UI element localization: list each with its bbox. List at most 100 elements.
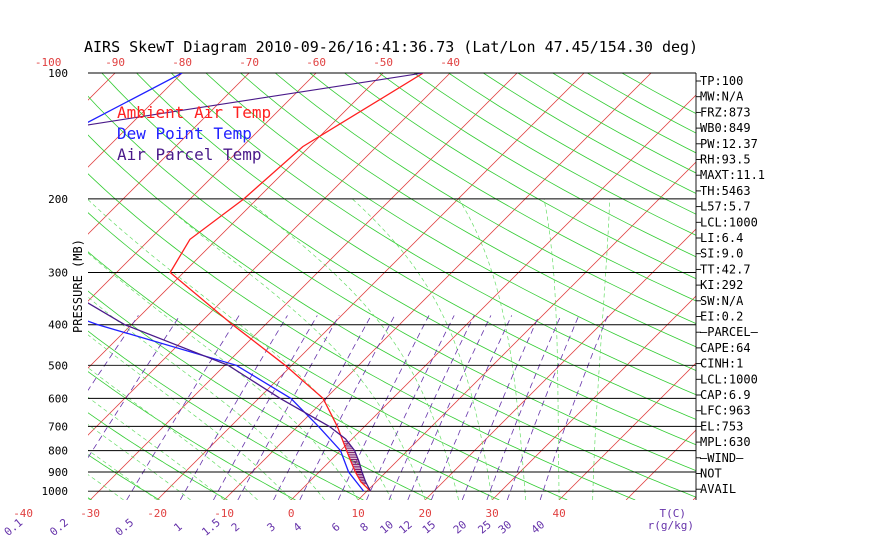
dry-adiabat-line: [88, 134, 696, 498]
pressure-tick-label: 500: [48, 359, 68, 372]
mixing-ratio-line: [299, 315, 396, 500]
index-label: LCL:1000: [700, 215, 758, 229]
pressure-tick-label: 800: [48, 445, 68, 458]
bottom-temp-tick-label: -30: [80, 507, 100, 520]
pressure-tick-label: 200: [48, 193, 68, 206]
mixing-ratio-label: 10: [377, 518, 396, 536]
moist-adiabat-line: [88, 367, 258, 500]
pressure-tick-label: 600: [48, 392, 68, 405]
mixing-ratio-label: 0.2: [47, 516, 71, 539]
mixing-ratio-label: 2: [229, 520, 242, 534]
mixing-ratio-label: 30: [496, 518, 515, 536]
isotherm-line: [424, 228, 696, 500]
dry-adiabat-line: [88, 412, 228, 500]
dry-adiabat-line: [88, 454, 160, 500]
moist-adiabat-line: [88, 498, 91, 500]
legend: Ambient Air Temp Dew Point Temp Air Parcel…: [117, 103, 271, 164]
mixing-ratio-line: [407, 315, 492, 500]
mixing-ratio-label: 6: [329, 520, 342, 534]
index-label: LFC:963: [700, 404, 751, 418]
mixing-ratio-line: [539, 315, 609, 500]
temp-unit-label: T(C): [660, 507, 687, 520]
dew-point-temp-line: [88, 73, 365, 492]
dry-adiabat-line: [483, 73, 696, 194]
index-label: PW:12.37: [700, 137, 758, 151]
index-label: SI:9.0: [700, 247, 743, 261]
pressure-tick-label: 100: [48, 67, 68, 80]
mixing-ratio-line: [179, 315, 288, 500]
top-temp-tick-label: -60: [306, 56, 326, 69]
index-label: TP:100: [700, 74, 743, 88]
dry-adiabat-line: [88, 95, 696, 472]
isotherm-line: [88, 73, 116, 101]
legend-entry: Dew Point Temp: [117, 124, 252, 143]
index-label: CINH:1: [700, 357, 743, 371]
index-label: WB0:849: [700, 121, 751, 135]
moist-adiabat-line: [88, 449, 158, 500]
mixing-ratio-label: 20: [451, 518, 470, 536]
mixing-ratio-label: 3: [265, 520, 278, 534]
mixing-ratio-label: 0.5: [113, 516, 137, 539]
cape-hatch: [342, 440, 367, 485]
mixing-ratio-line: [388, 315, 475, 500]
top-temp-tick-label: -100: [35, 56, 62, 69]
index-label: SW:N/A: [700, 294, 744, 308]
mixing-ratio-line: [461, 315, 540, 500]
bottom-temp-tick-label: 0: [288, 507, 295, 520]
top-temp-tick-label: -80: [172, 56, 192, 69]
isotherm-line: [88, 73, 384, 369]
index-label: —WIND—: [700, 451, 744, 465]
moist-adiabat-line: [88, 296, 325, 500]
isotherm-line: [88, 73, 317, 302]
ambient-air-temp-line: [169, 73, 424, 492]
dry-adiabat-line: [379, 73, 696, 258]
index-label: MAXT:11.1: [700, 168, 765, 182]
dry-adiabat-line: [88, 212, 568, 500]
air-parcel-temp-line: [88, 302, 371, 492]
dry-adiabat-line: [517, 73, 696, 174]
index-label: CAP:6.9: [700, 388, 751, 402]
dry-adiabat-line: [0, 73, 24, 500]
bottom-temp-tick-label: 30: [486, 507, 499, 520]
mixing-ratio-label: 40: [529, 518, 548, 536]
pressure-tick-label: 300: [48, 267, 68, 280]
moist-adiabat-line: [88, 199, 392, 500]
bottom-temp-tick-label: -20: [147, 507, 167, 520]
moist-adiabat-line: [88, 396, 225, 500]
index-label: TT:42.7: [700, 262, 751, 276]
mixing-ratio-line: [88, 315, 139, 391]
index-label: RH:93.5: [700, 153, 751, 167]
background-lines: [0, 73, 696, 500]
moist-adiabat-line: [88, 334, 292, 500]
mixing-ratio-line: [337, 315, 430, 500]
mixing-ratio-label: 1: [171, 520, 184, 534]
legend-entry: Air Parcel Temp: [117, 145, 262, 164]
index-label: LI:6.4: [700, 231, 743, 245]
dry-adiabat-line: [101, 73, 696, 446]
mixing-ratio-line: [237, 315, 340, 500]
mixing-ratio-label: 4: [291, 520, 305, 534]
moist-adiabat-line: [88, 252, 359, 500]
isotherm-line: [357, 161, 696, 500]
mixing-ratio-line: [126, 315, 240, 500]
profiles: [88, 73, 424, 492]
mixing-ratio-line: [273, 315, 372, 500]
dry-adiabat-line: [240, 73, 696, 348]
dry-adiabat-line: [344, 73, 696, 280]
dry-adiabat-line: [205, 73, 696, 371]
mixing-ratio-unit-label: r(g/kg): [648, 519, 694, 532]
moist-adiabat-line: [543, 198, 560, 500]
isotherm-line: [223, 73, 652, 500]
moist-adiabat-line: [592, 198, 611, 500]
index-label: CAPE:64: [700, 341, 751, 355]
index-label: EI:0.2: [700, 310, 743, 324]
isotherm-line: [491, 295, 696, 500]
pressure-tick-label: 400: [48, 319, 68, 332]
index-label: AVAIL: [700, 482, 736, 496]
dry-adiabat-line: [413, 73, 696, 236]
mixing-ratio-line: [430, 315, 513, 500]
y-axis-label: PRESSURE (MB): [71, 239, 85, 333]
index-label: NOT: [700, 467, 722, 481]
